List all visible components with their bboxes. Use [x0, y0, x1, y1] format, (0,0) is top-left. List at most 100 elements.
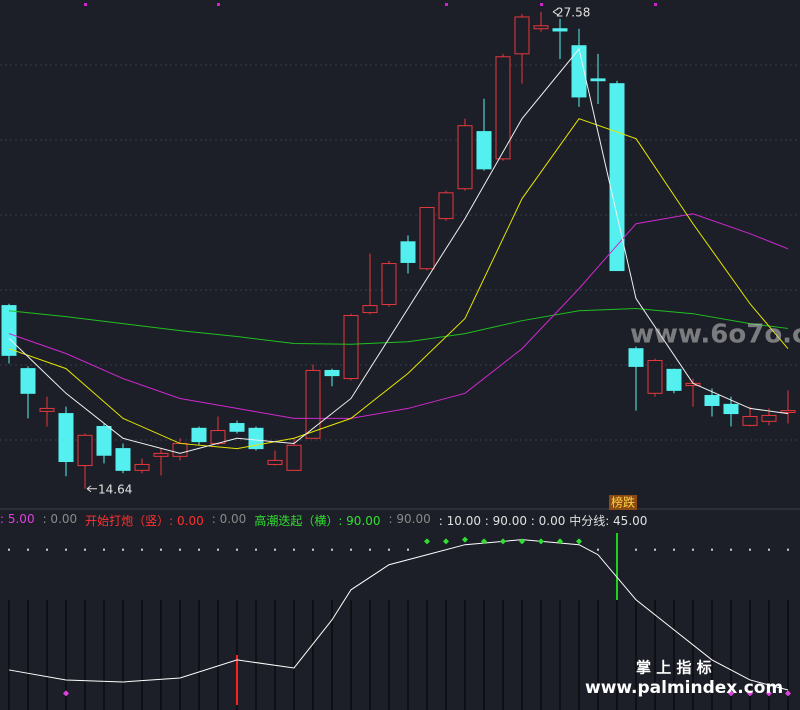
- moving-average: [8, 213, 789, 419]
- marker: [84, 3, 87, 6]
- low-marker: [728, 690, 734, 697]
- level-dot: [122, 548, 124, 551]
- level-dot: [654, 548, 656, 551]
- moving-average: [8, 308, 789, 345]
- level-dot: [236, 548, 238, 551]
- candle-body: [381, 263, 397, 305]
- level-dot: [331, 548, 333, 551]
- level-dot: [198, 548, 200, 551]
- candle-body: [229, 423, 245, 432]
- arrow: [552, 8, 559, 16]
- level-dot: [103, 548, 105, 551]
- legend-item: : 10.00 : 90.00 : 0.00 中分线: 45.00: [438, 514, 648, 528]
- level-dot: [388, 548, 390, 551]
- candle-body: [761, 414, 777, 422]
- legend-item: 高潮迭起（横）: 90.00: [254, 514, 381, 528]
- peak-marker: [424, 538, 430, 545]
- indicator-legend: : 5.00: 0.00 开始打炮（竖）: 0.00: 0.00 高潮迭起（横）: …: [0, 512, 647, 528]
- candle-body: [191, 427, 207, 443]
- level-dot: [141, 548, 143, 551]
- candle-body: [77, 434, 93, 467]
- level-dot: [179, 548, 181, 551]
- main-panel: 27.58 14.64 榜跌: [0, 5, 800, 510]
- candle-body: [1, 305, 17, 356]
- level-dot: [787, 548, 789, 551]
- candle-body: [324, 369, 340, 377]
- level-dot: [635, 548, 637, 551]
- watermark: 掌 上 指 标: [636, 659, 712, 677]
- candle-body: [666, 368, 682, 391]
- candle-body: [628, 348, 644, 367]
- tag-box: [609, 495, 637, 510]
- candle-body: [153, 452, 169, 457]
- candle-body: [343, 315, 359, 380]
- level-dot: [673, 548, 675, 551]
- level-dot: [369, 548, 371, 551]
- level-dot: [255, 548, 257, 551]
- candle-body: [96, 425, 112, 456]
- low-label: 14.64: [98, 482, 132, 496]
- level-dot: [27, 548, 29, 551]
- level-dot: [768, 548, 770, 551]
- level-dot: [597, 548, 599, 551]
- indicator-panel: [8, 533, 791, 710]
- candle-body: [58, 413, 74, 463]
- level-dot: [274, 548, 276, 551]
- candle-body: [286, 444, 302, 471]
- level-dot: [65, 548, 67, 551]
- candle-body: [457, 125, 473, 190]
- top-markers: [84, 3, 657, 6]
- legend-item: : 90.00: [388, 512, 431, 526]
- level-dot: [749, 548, 751, 551]
- legend-item: : 0.00: [42, 512, 78, 526]
- candle-body: [248, 427, 264, 450]
- level-dot: [350, 548, 352, 551]
- candle-body: [172, 442, 188, 457]
- candle-body: [495, 56, 511, 160]
- level-dot: [160, 548, 162, 551]
- level-dot: [217, 548, 219, 551]
- level-dot: [293, 548, 295, 551]
- marker: [540, 3, 543, 6]
- candle-body: [723, 403, 739, 415]
- candle-body: [134, 463, 150, 471]
- candle-body: [419, 207, 435, 270]
- candle-body: [400, 241, 416, 263]
- candle-body: [590, 78, 606, 82]
- candle-body: [305, 369, 321, 439]
- peak-marker: [443, 538, 449, 545]
- level-dot: [8, 548, 10, 551]
- peak-marker: [500, 538, 506, 545]
- candle-body: [20, 368, 36, 394]
- candle-body: [533, 25, 549, 30]
- level-dot: [84, 548, 86, 551]
- candle-body: [476, 131, 492, 170]
- peak-marker: [557, 538, 563, 545]
- candle-body: [571, 45, 587, 98]
- indicator-line: [8, 539, 789, 691]
- candle-body: [267, 459, 283, 465]
- candle-body: [115, 448, 131, 471]
- peak-marker: [576, 538, 582, 545]
- candle-body: [514, 16, 530, 55]
- watermark: www.palmindex.com: [585, 678, 783, 698]
- level-dot: [692, 548, 694, 551]
- candle-body: [647, 360, 663, 394]
- level-dot: [711, 548, 713, 551]
- low-marker: [785, 690, 791, 697]
- level-dot: [312, 548, 314, 551]
- moving-average: [8, 118, 789, 450]
- level-dot: [730, 548, 732, 551]
- candle-body: [609, 83, 625, 272]
- peak-marker: [462, 536, 468, 543]
- peak-marker: [481, 538, 487, 545]
- candle-body: [39, 407, 55, 412]
- legend-item: : 5.00: [0, 512, 35, 526]
- low-marker: [766, 690, 772, 697]
- candle-body: [438, 192, 454, 220]
- peak-marker: [519, 538, 525, 545]
- marker: [445, 3, 448, 6]
